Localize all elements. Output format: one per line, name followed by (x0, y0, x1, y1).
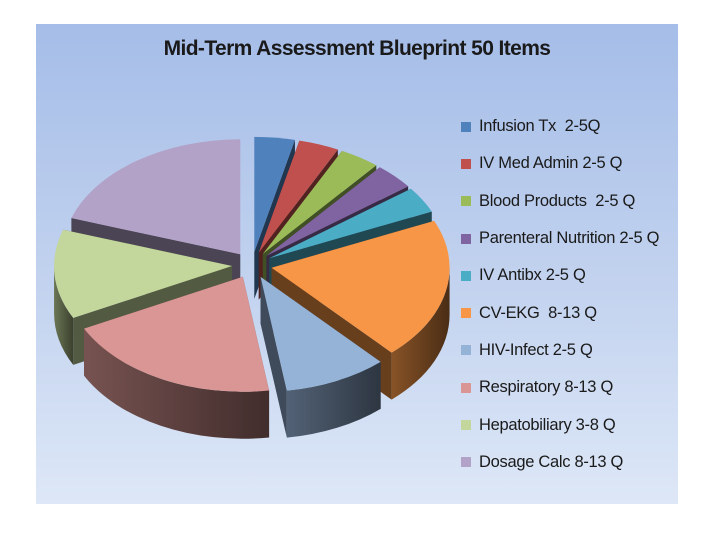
chart-title: Mid-Term Assessment Blueprint 50 Items (163, 37, 551, 60)
legend-item: CV-EKG 8-13 Q (461, 294, 659, 331)
legend-item: Infusion Tx 2-5Q (461, 108, 659, 145)
legend-swatch (461, 382, 471, 393)
legend-item: HIV-Infect 2-5 Q (461, 332, 659, 369)
legend-swatch (461, 457, 471, 468)
legend-item: Hepatobiliary 3-8 Q (461, 406, 659, 443)
legend-swatch (461, 121, 471, 132)
legend-item: IV Antibx 2-5 Q (461, 257, 659, 294)
legend-label: CV-EKG 8-13 Q (479, 303, 597, 322)
legend-label: Respiratory 8-13 Q (479, 378, 613, 397)
legend-label: IV Med Admin 2-5 Q (479, 154, 623, 173)
legend-swatch (461, 270, 471, 281)
legend-label: HIV-Infect 2-5 Q (479, 340, 593, 359)
legend-item: IV Med Admin 2-5 Q (461, 145, 659, 182)
legend-label: Hepatobiliary 3-8 Q (479, 415, 616, 434)
legend-item: Blood Products 2-5 Q (461, 183, 659, 220)
legend-label: Parenteral Nutrition 2-5 Q (479, 229, 660, 248)
pie-slice-8 (84, 276, 270, 439)
pie-slice-7 (260, 276, 381, 438)
legend-label: Infusion Tx 2-5Q (479, 117, 601, 136)
legend-swatch (461, 233, 471, 244)
legend-swatch (461, 420, 471, 431)
legend-label: Dosage Calc 8-13 Q (479, 452, 624, 471)
legend-swatch (461, 345, 471, 356)
legend-swatch (461, 196, 471, 207)
legend-swatch (461, 308, 471, 319)
legend-item: Dosage Calc 8-13 Q (461, 444, 659, 481)
legend-swatch (461, 158, 471, 169)
legend: Infusion Tx 2-5Q IV Med Admin 2-5 Q Blood … (461, 108, 660, 481)
legend-label: IV Antibx 2-5 Q (479, 266, 586, 285)
legend-item: Parenteral Nutrition 2-5 Q (461, 220, 660, 257)
legend-label: Blood Products 2-5 Q (479, 191, 636, 210)
legend-item: Respiratory 8-13 Q (461, 369, 659, 406)
